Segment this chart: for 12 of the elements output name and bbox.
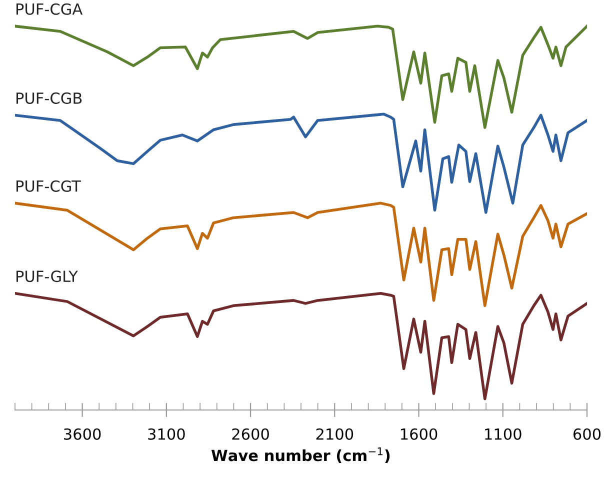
x-tick-label: 3600 — [64, 428, 101, 440]
x-tick-label: 2600 — [232, 428, 269, 440]
x-tick-label: 1600 — [401, 428, 438, 440]
series-label: PUF-CGT — [16, 180, 82, 192]
series-label: PUF-CGA — [16, 3, 83, 15]
x-tick-label: 1100 — [485, 428, 522, 440]
series-label: PUF-CGB — [16, 92, 82, 104]
x-axis-title: Wave number (cm$^{−1}$) — [211, 447, 390, 464]
series-label: PUF-GLY — [16, 270, 78, 282]
x-tick-label: 2100 — [316, 428, 354, 440]
x-tick-label: 600 — [573, 428, 601, 440]
x-tick-label: 3100 — [148, 428, 185, 440]
